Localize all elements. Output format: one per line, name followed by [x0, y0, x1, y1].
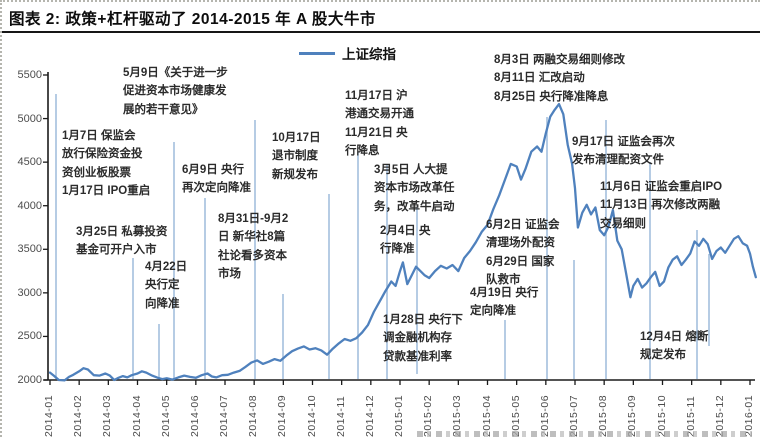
y-axis-label: 5500 — [17, 69, 42, 81]
event-annotation: 12月4日 熔断 规定发布 — [640, 331, 709, 362]
legend-line-swatch — [299, 51, 335, 55]
cutoff-watermark — [417, 431, 752, 437]
event-annotation: 1月7日 保监会 放行保险资金投 资创业板股票 1月17日 IPO重启 — [62, 130, 151, 198]
y-axis-label: 2000 — [17, 374, 42, 386]
title-divider — [2, 31, 760, 33]
event-annotation: 1月28日 央行下 调金融机构存 贷款基准利率 — [383, 314, 463, 363]
figure-title: 图表 2: 政策+杠杆驱动了 2014-2015 年 A 股大牛市 — [9, 11, 376, 28]
event-annotation: 6月9日 央行 再次定向降准 — [182, 164, 251, 195]
event-annotation: 8月31日-9月2 日 新华社8篇 社论看多资本 市场 — [218, 213, 289, 281]
legend: 上证综指 — [299, 43, 396, 63]
y-axis-label: 4500 — [17, 156, 42, 169]
event-annotation: 10月17日 退市制度 新规发布 — [272, 132, 321, 181]
y-axis-label: 5000 — [17, 112, 42, 125]
event-annotation: 5月9日《关于进一步 促进资本市场健康发 展的若干意见》 — [123, 67, 228, 116]
y-axis-label: 3500 — [17, 243, 42, 256]
event-annotation: 11月17日 沪 港通交易开通 11月21日 央 行降息 — [345, 90, 414, 158]
event-annotation: 9月17日 证监会再次 发布清理配资文件 — [572, 136, 675, 167]
event-annotation: 4月22日 央行定 向降准 — [145, 261, 188, 310]
event-annotation: 6月2日 证监会 清理场外配资 6月29日 国家 队救市 — [486, 219, 560, 287]
y-axis-label: 4000 — [17, 199, 42, 212]
y-axis-label: 2500 — [17, 330, 42, 343]
series-group — [48, 102, 757, 382]
event-annotation: 4月19日 央行 定向降准 — [470, 287, 539, 318]
legend-label: 上证综指 — [342, 47, 396, 62]
event-annotation: 11月6日 证监会重启IPO 11月13日 再次修改两融 交易细则 — [600, 181, 723, 230]
y-axis-label: 3000 — [17, 286, 42, 299]
series-line-sse-composite — [48, 102, 757, 382]
event-annotation: 3月5日 人大提 资本市场改革任 务，改革牛启动 — [374, 164, 455, 213]
event-annotation: 8月3日 两融交易细则修改 8月11日 汇改启动 8月25日 央行降准降息 — [494, 54, 625, 103]
event-annotation: 3月25日 私募投资 基金可开户入市 — [76, 226, 168, 257]
callout-lines-group — [55, 94, 710, 379]
event-annotation: 2月4日 央 行降准 — [380, 225, 431, 256]
